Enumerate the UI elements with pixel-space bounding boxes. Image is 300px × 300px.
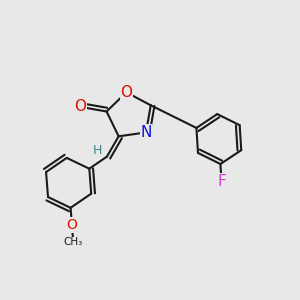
Text: H: H xyxy=(93,145,102,158)
Text: CH₃: CH₃ xyxy=(64,237,83,247)
Text: F: F xyxy=(217,174,226,189)
Text: O: O xyxy=(74,99,86,114)
Text: O: O xyxy=(67,218,77,232)
Text: N: N xyxy=(140,125,152,140)
Text: O: O xyxy=(120,85,132,100)
